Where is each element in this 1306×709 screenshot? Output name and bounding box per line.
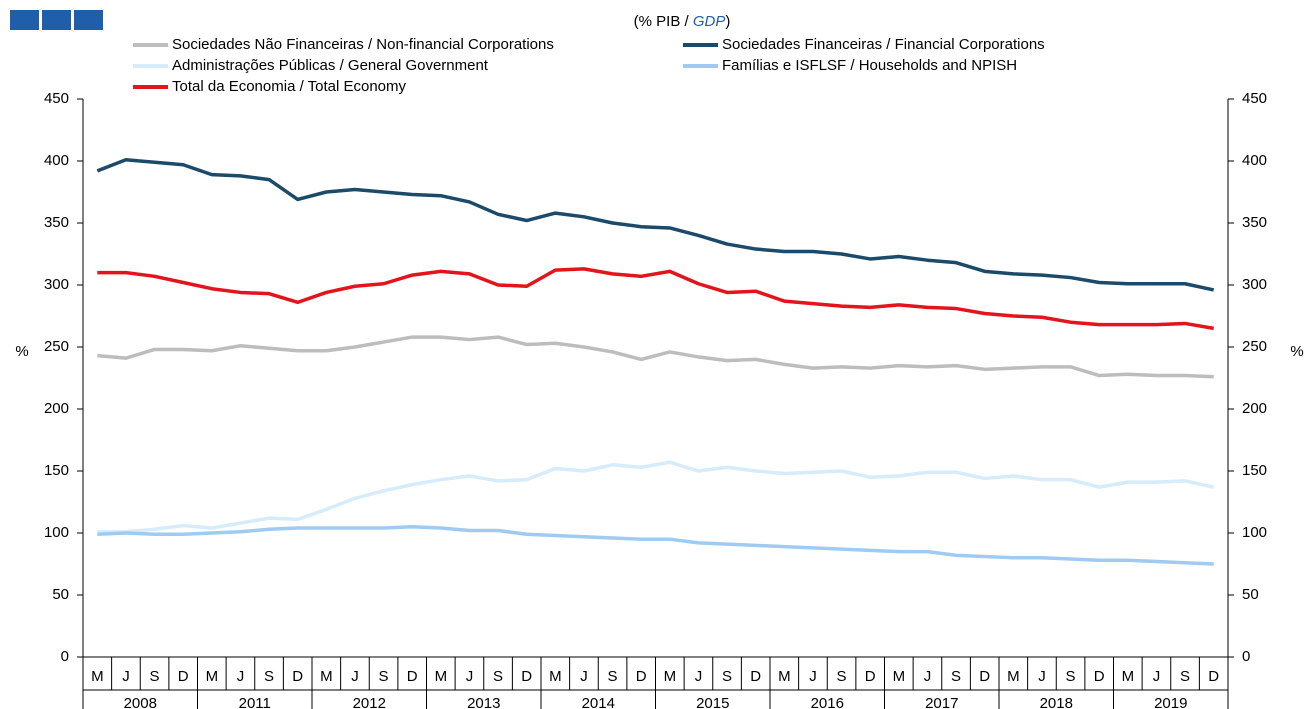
- series-line: [97, 525, 1214, 566]
- x-tick-label: D: [865, 668, 876, 685]
- y-tick-label: 50: [52, 586, 69, 603]
- year-label: 2011: [239, 695, 271, 709]
- x-tick-label: J: [924, 668, 932, 685]
- logo-block: [74, 10, 103, 30]
- y2-tick-label: 250: [1242, 338, 1267, 355]
- x-tick-label: J: [466, 668, 474, 685]
- x-tick-label: S: [379, 668, 389, 685]
- legend-label: Total da Economia / Total Economy: [172, 78, 407, 95]
- x-tick-label: J: [1038, 668, 1046, 685]
- y2-tick-label: 50: [1242, 586, 1259, 603]
- x-tick-label: D: [521, 668, 532, 685]
- y2-tick-label: 400: [1242, 152, 1267, 169]
- year-label: 2016: [811, 695, 844, 709]
- y-tick-label: 100: [44, 524, 69, 541]
- x-tick-label: S: [1066, 668, 1076, 685]
- y-tick-label: 350: [44, 214, 69, 231]
- subtitle: (% PIB / GDP): [634, 13, 731, 30]
- x-tick-label: M: [664, 668, 677, 685]
- y2-tick-label: 0: [1242, 648, 1250, 665]
- x-tick-label: M: [893, 668, 906, 685]
- subtitle-part: (% PIB /: [634, 13, 693, 30]
- x-tick-label: D: [178, 668, 189, 685]
- x-tick-label: S: [608, 668, 618, 685]
- year-label: 2014: [582, 695, 615, 709]
- y2-tick-label: 450: [1242, 90, 1267, 107]
- y-tick-label: 0: [61, 648, 69, 665]
- x-tick-label: M: [1007, 668, 1020, 685]
- logo-block: [10, 10, 39, 30]
- y2-tick-label: 150: [1242, 462, 1267, 479]
- year-label: 2019: [1154, 695, 1187, 709]
- x-tick-label: S: [722, 668, 732, 685]
- x-tick-label: D: [979, 668, 990, 685]
- x-tick-label: M: [206, 668, 219, 685]
- x-tick-label: D: [407, 668, 418, 685]
- x-tick-label: D: [292, 668, 303, 685]
- series-line: [97, 460, 1215, 534]
- y2-tick-label: 350: [1242, 214, 1267, 231]
- legend-label: Administrações Públicas / General Govern…: [172, 57, 489, 74]
- x-tick-label: M: [91, 668, 104, 685]
- year-label: 2017: [925, 695, 958, 709]
- x-tick-label: J: [809, 668, 817, 685]
- x-tick-label: S: [951, 668, 961, 685]
- x-tick-label: D: [750, 668, 761, 685]
- y2-tick-label: 300: [1242, 276, 1267, 293]
- x-tick-label: M: [778, 668, 791, 685]
- y-tick-label: 150: [44, 462, 69, 479]
- x-tick-label: S: [493, 668, 503, 685]
- x-tick-label: J: [122, 668, 130, 685]
- x-tick-label: J: [580, 668, 588, 685]
- logo-block: [42, 10, 71, 30]
- y2-tick-label: 200: [1242, 400, 1267, 417]
- legend-label: Sociedades Financeiras / Financial Corpo…: [722, 36, 1045, 53]
- y-tick-label: 450: [44, 90, 69, 107]
- x-tick-label: J: [351, 668, 359, 685]
- year-label: 2008: [124, 695, 157, 709]
- y2-tick-label: 100: [1242, 524, 1267, 541]
- year-label: 2015: [696, 695, 729, 709]
- series-line: [96, 158, 1215, 292]
- x-tick-label: S: [837, 668, 847, 685]
- x-tick-label: M: [1122, 668, 1135, 685]
- year-label: 2012: [353, 695, 386, 709]
- y-tick-label: 400: [44, 152, 69, 169]
- x-tick-label: J: [695, 668, 703, 685]
- legend-label: Sociedades Não Financeiras / Non-financi…: [172, 36, 554, 53]
- x-tick-label: M: [320, 668, 333, 685]
- x-tick-label: M: [435, 668, 448, 685]
- y-axis-label: %: [15, 343, 28, 360]
- year-label: 2018: [1040, 695, 1073, 709]
- series-line: [97, 267, 1214, 331]
- x-tick-label: S: [264, 668, 274, 685]
- x-tick-label: J: [237, 668, 245, 685]
- y2-axis-label: %: [1290, 343, 1303, 360]
- x-tick-label: D: [1094, 668, 1105, 685]
- y-tick-label: 250: [44, 338, 69, 355]
- x-tick-label: D: [636, 668, 647, 685]
- x-tick-label: J: [1153, 668, 1161, 685]
- series-line: [97, 335, 1214, 379]
- x-tick-label: D: [1208, 668, 1219, 685]
- subtitle-part: ): [725, 13, 730, 30]
- x-tick-label: S: [150, 668, 160, 685]
- y-tick-label: 300: [44, 276, 69, 293]
- subtitle-part: GDP: [693, 13, 726, 30]
- x-tick-label: S: [1180, 668, 1190, 685]
- year-label: 2013: [467, 695, 500, 709]
- y-tick-label: 200: [44, 400, 69, 417]
- x-tick-label: M: [549, 668, 562, 685]
- legend-label: Famílias e ISFLSF / Households and NPISH: [722, 57, 1017, 74]
